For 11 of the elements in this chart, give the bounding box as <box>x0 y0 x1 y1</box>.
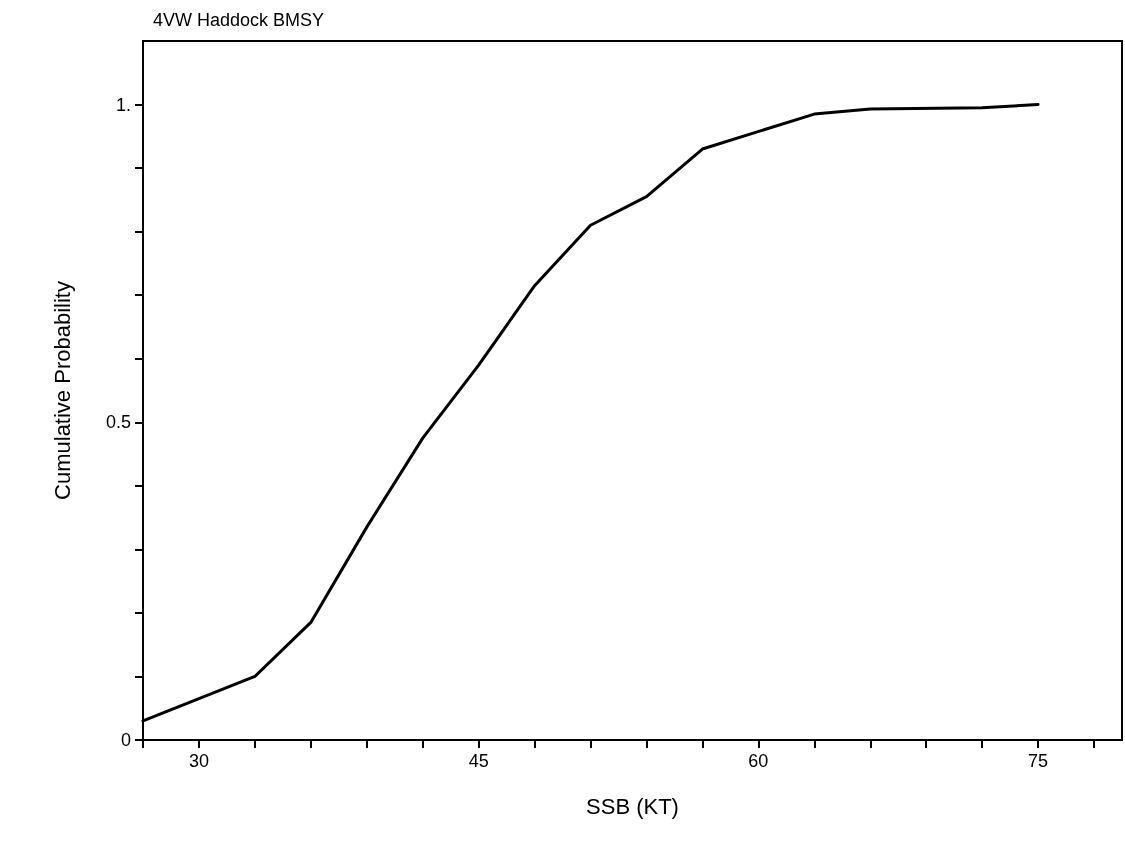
y-tick-label: 1. <box>115 94 131 115</box>
line-series <box>141 103 1040 723</box>
x-tick-label: 60 <box>748 751 769 771</box>
x-tick-label: 30 <box>188 751 209 771</box>
x-tick-label: 75 <box>1028 751 1049 771</box>
y-tick-label: 0 <box>120 730 131 750</box>
y-axis-title: Cumulative Probability <box>49 281 75 500</box>
y-tick-label: 0.5 <box>105 412 131 433</box>
chart-title: 4VW Haddock BMSY <box>153 10 325 30</box>
x-axis-title: SSB (KT) <box>586 793 679 819</box>
x-tick-label: 45 <box>468 751 489 771</box>
